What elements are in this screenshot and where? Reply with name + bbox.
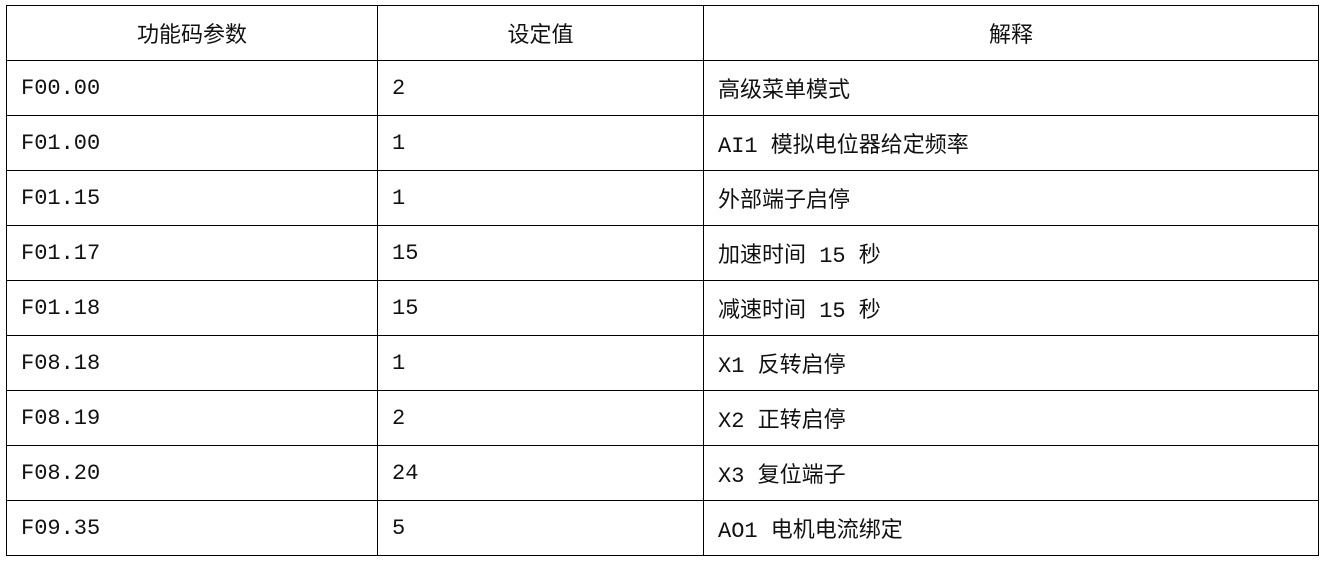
set-value-cell: 15 [377, 225, 704, 281]
function-code-cell: F01.00 [6, 115, 378, 171]
explanation-cell: X1 反转启停 [703, 335, 1319, 391]
table-row: F00.00 2 高级菜单模式 [6, 60, 1319, 116]
header-set-value: 设定值 [377, 5, 704, 61]
function-code-cell: F01.17 [6, 225, 378, 281]
function-code-cell: F08.20 [6, 445, 378, 501]
header-row: 功能码参数 设定值 解释 [6, 5, 1319, 61]
explanation-cell: 高级菜单模式 [703, 60, 1319, 116]
set-value-cell: 1 [377, 170, 704, 226]
explanation-cell: X3 复位端子 [703, 445, 1319, 501]
function-code-cell: F01.15 [6, 170, 378, 226]
set-value-cell: 1 [377, 335, 704, 391]
explanation-cell: X2 正转启停 [703, 390, 1319, 446]
function-code-cell: F01.18 [6, 280, 378, 336]
set-value-cell: 1 [377, 115, 704, 171]
explanation-cell: 减速时间 15 秒 [703, 280, 1319, 336]
table-row: F01.18 15 减速时间 15 秒 [6, 280, 1319, 336]
table-row: F01.00 1 AI1 模拟电位器给定频率 [6, 115, 1319, 171]
function-code-cell: F08.19 [6, 390, 378, 446]
set-value-cell: 2 [377, 60, 704, 116]
header-explanation: 解释 [703, 5, 1319, 61]
header-function-code: 功能码参数 [6, 5, 378, 61]
explanation-cell: AO1 电机电流绑定 [703, 500, 1319, 556]
function-code-cell: F00.00 [6, 60, 378, 116]
table-row: F01.17 15 加速时间 15 秒 [6, 225, 1319, 281]
table-row: F09.35 5 AO1 电机电流绑定 [6, 500, 1319, 556]
explanation-cell: 外部端子启停 [703, 170, 1319, 226]
parameter-table: 功能码参数 设定值 解释 F00.00 2 高级菜单模式 F01.00 1 AI1 模拟电… [6, 5, 1319, 556]
function-code-cell: F08.18 [6, 335, 378, 391]
table-row: F01.15 1 外部端子启停 [6, 170, 1319, 226]
set-value-cell: 15 [377, 280, 704, 336]
explanation-cell: AI1 模拟电位器给定频率 [703, 115, 1319, 171]
table-row: F08.18 1 X1 反转启停 [6, 335, 1319, 391]
set-value-cell: 2 [377, 390, 704, 446]
table-row: F08.19 2 X2 正转启停 [6, 390, 1319, 446]
table-row: F08.20 24 X3 复位端子 [6, 445, 1319, 501]
function-code-cell: F09.35 [6, 500, 378, 556]
set-value-cell: 24 [377, 445, 704, 501]
set-value-cell: 5 [377, 500, 704, 556]
explanation-cell: 加速时间 15 秒 [703, 225, 1319, 281]
